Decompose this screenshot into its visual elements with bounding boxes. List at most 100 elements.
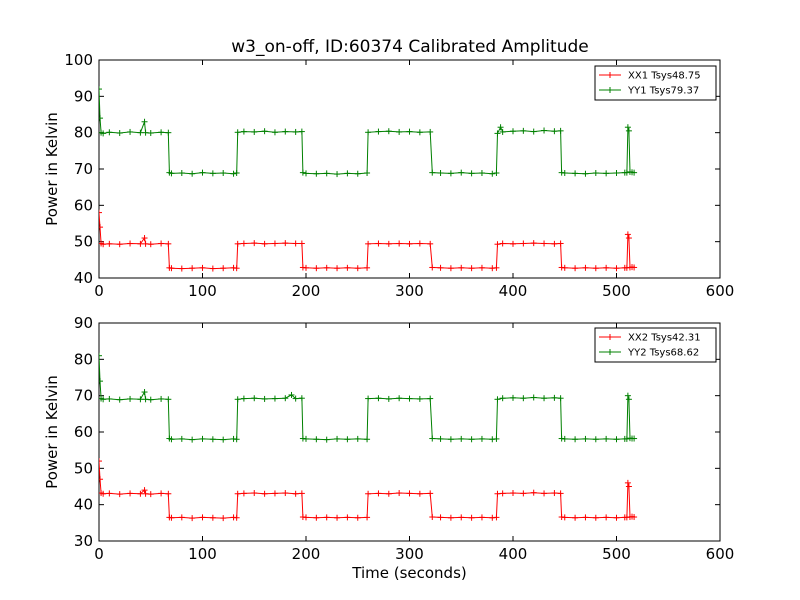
data-point <box>165 129 172 136</box>
data-point <box>520 490 527 497</box>
data-point <box>396 395 403 402</box>
data-point <box>261 490 268 497</box>
bottom-plot-panel: 0 100 200 300 400 500 600 30 40 50 60 70 80 90 Power i… <box>43 314 734 582</box>
data-point <box>233 265 240 272</box>
data-point <box>375 395 382 402</box>
data-point <box>396 128 403 135</box>
data-point <box>334 435 341 442</box>
data-point <box>582 170 589 177</box>
data-point <box>592 169 599 176</box>
data-point <box>478 169 485 176</box>
data-point <box>251 128 258 135</box>
data-point <box>493 435 500 442</box>
data-point <box>364 436 371 443</box>
data-point <box>494 490 501 497</box>
data-point <box>271 240 278 247</box>
y-tick-label: 80 <box>74 124 93 142</box>
y-tick-label: 30 <box>74 532 93 550</box>
data-point <box>592 436 599 443</box>
data-point <box>561 514 568 521</box>
data-point <box>141 118 148 125</box>
data-point <box>365 240 372 247</box>
data-point <box>199 264 206 271</box>
data-point <box>168 514 175 521</box>
data-point <box>468 514 475 521</box>
data-point <box>493 169 500 176</box>
data-point <box>313 436 320 443</box>
data-point <box>447 436 454 443</box>
x-tick-label: 600 <box>706 282 735 300</box>
data-point <box>189 170 196 177</box>
data-point <box>220 265 227 272</box>
data-point <box>489 170 496 177</box>
data-point <box>510 394 516 401</box>
data-point <box>233 436 240 443</box>
data-point <box>99 378 104 385</box>
data-point <box>557 127 564 134</box>
x-tick-label: 200 <box>292 282 321 300</box>
data-point <box>313 170 320 177</box>
data-point <box>557 395 564 402</box>
x-tick-label: 400 <box>499 282 528 300</box>
data-point <box>624 479 631 486</box>
y-tick-label: 90 <box>74 314 93 332</box>
data-point <box>530 489 537 496</box>
data-point <box>375 128 382 135</box>
data-point <box>158 240 165 247</box>
x-tick-label: 400 <box>499 545 528 563</box>
data-point <box>251 240 258 247</box>
data-point <box>613 265 620 272</box>
data-point <box>375 240 382 247</box>
data-point <box>106 395 113 402</box>
series-yy1 <box>99 86 638 178</box>
data-point <box>551 490 558 497</box>
data-point <box>292 395 299 402</box>
data-point <box>406 240 413 247</box>
data-point <box>613 169 620 176</box>
data-point <box>199 514 206 521</box>
data-point <box>106 129 113 136</box>
y-axis-label: Power in Kelvin <box>43 375 61 489</box>
legend-item: XX2 Tsys42.31 <box>599 333 701 344</box>
data-point <box>416 240 423 247</box>
data-point <box>624 124 631 131</box>
data-point <box>625 235 632 242</box>
data-point <box>561 169 568 176</box>
data-point <box>137 490 144 497</box>
data-point <box>100 130 107 137</box>
data-point <box>99 352 102 359</box>
data-point <box>142 240 149 247</box>
data-point <box>282 240 289 247</box>
data-point <box>189 515 196 522</box>
data-point <box>427 240 434 247</box>
x-tick-label: 500 <box>602 545 631 563</box>
data-point <box>99 209 102 216</box>
data-point <box>168 436 175 443</box>
data-point <box>624 231 631 238</box>
data-point <box>365 129 372 136</box>
data-point <box>178 514 185 521</box>
data-point <box>541 127 548 134</box>
data-point <box>592 265 599 272</box>
data-point <box>261 395 268 402</box>
x-tick-label: 0 <box>94 545 104 563</box>
data-point <box>240 395 247 402</box>
data-point <box>572 514 579 521</box>
data-point <box>334 265 341 272</box>
data-point <box>364 169 371 176</box>
data-point <box>106 490 113 497</box>
data-point <box>234 240 241 247</box>
data-point <box>141 487 148 494</box>
data-point <box>520 240 527 247</box>
data-point <box>510 490 516 497</box>
data-point <box>303 435 309 442</box>
data-point <box>354 265 361 272</box>
data-point <box>147 491 154 498</box>
data-point <box>234 129 241 136</box>
data-point <box>458 169 465 176</box>
series-xx1 <box>99 209 638 272</box>
data-point <box>303 264 309 271</box>
data-point <box>137 240 144 247</box>
data-point <box>530 128 537 135</box>
data-point <box>99 458 102 465</box>
